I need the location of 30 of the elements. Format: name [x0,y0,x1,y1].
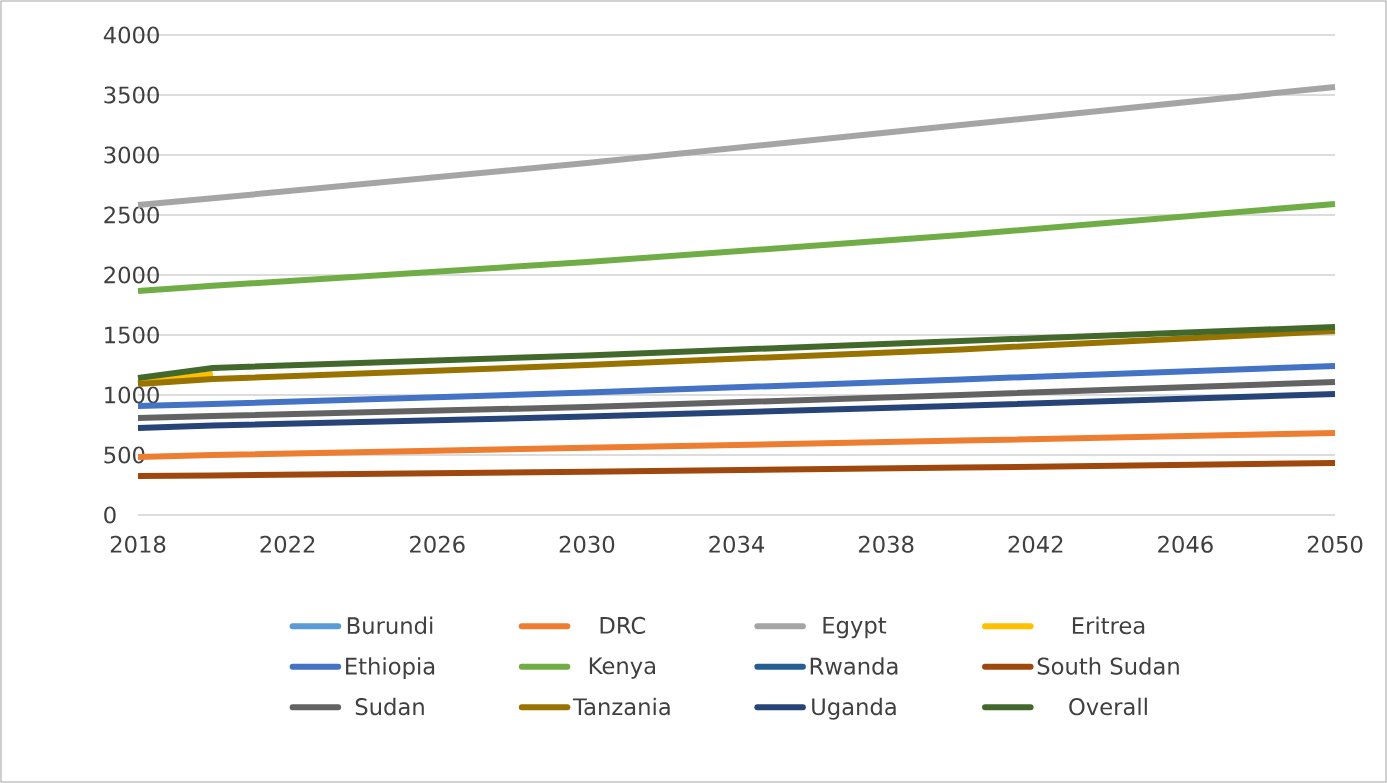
legend-label: Rwanda [810,657,898,675]
legend-label: Uganda [812,697,896,720]
y-tick-label: 4000 [103,26,159,44]
legend-label: DRC [600,616,646,634]
x-tick-label: 2038 [858,535,914,553]
x-tick-label: 2030 [559,535,615,553]
y-tick-label: 3500 [104,86,159,104]
legend-label: Egypt [823,616,887,639]
y-tick-label: 0 [104,506,116,524]
y-tick-label: 3000 [104,146,159,164]
x-tick-label: 2034 [709,535,765,553]
legend-label: South Sudan [1037,657,1179,675]
legend-label: Kenya [589,657,655,679]
legend-label: Burundi [347,616,433,635]
x-tick-label: 2046 [1158,535,1213,553]
legend-label: Sudan [355,697,424,716]
legend-label: Overall [1069,697,1147,716]
y-tick-label: 2000 [104,266,159,284]
y-tick-label: 500 [104,446,145,464]
legend-label: Ethiopia [346,657,435,680]
x-tick-label: 2018 [110,535,166,553]
x-tick-label: 2042 [1008,535,1063,553]
x-tick-label: 2026 [410,535,465,553]
legend-label: Eritrea [1072,616,1145,635]
y-tick-label: 1500 [105,326,159,344]
legend-label: Tanzania [572,697,670,716]
y-tick-label: 1000 [105,386,159,404]
x-tick-label: 2050 [1307,535,1363,553]
y-tick-label: 2500 [104,206,159,224]
x-tick-label: 2022 [260,535,315,553]
